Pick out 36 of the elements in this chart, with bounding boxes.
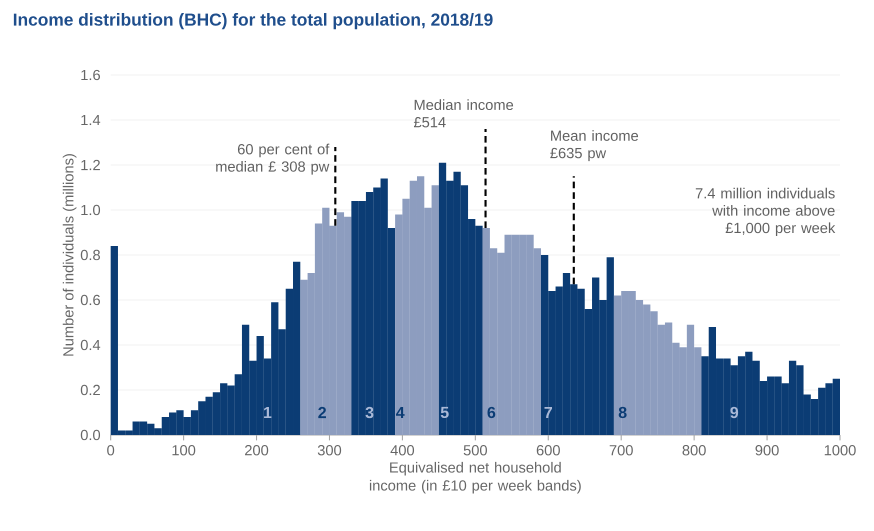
y-tick-label: 0.2: [80, 384, 100, 396]
x-tick-label: 500: [464, 445, 487, 456]
ref-line-label: Mean income £635 pw: [550, 130, 638, 162]
annotation: 3: [366, 406, 374, 418]
x-tick-label: 900: [756, 445, 779, 456]
x-tick-label: 1000: [824, 445, 856, 456]
annotation: 8: [618, 406, 627, 418]
chart-title: Income distribution (BHC) for the total population, 2018/19: [14, 13, 493, 30]
x-tick-label: 800: [682, 445, 706, 456]
y-tick-label: 1.4: [81, 114, 100, 126]
x-tick-label: 100: [172, 445, 196, 456]
y-tick-label: 0.6: [80, 294, 100, 306]
annotation: 1: [264, 406, 272, 418]
annotation: 5: [440, 406, 449, 418]
x-tick-label: 0: [107, 445, 114, 456]
x-tick-label: 400: [390, 445, 414, 456]
annotation: 7: [544, 406, 552, 418]
x-tick-label: 300: [318, 445, 342, 456]
annotation: 7.4 million individuals with income above £1,000 per week: [696, 188, 836, 236]
x-tick-label: 200: [245, 445, 268, 456]
y-axis-title: Number of individuals (millions): [62, 154, 76, 356]
y-tick-label: 1.2: [81, 160, 100, 170]
x-tick-label: 700: [610, 445, 633, 456]
y-tick-label: 0.4: [80, 340, 100, 350]
y-tick-label: 1.0: [81, 204, 100, 216]
ref-line-label: 60 per cent of median £ 308 pw: [216, 144, 330, 175]
y-tick-label: 1.6: [81, 70, 100, 80]
annotation: 6: [488, 406, 496, 418]
x-tick-label: 600: [536, 445, 560, 456]
annotation: 4: [396, 406, 405, 418]
y-tick-label: 0.8: [80, 250, 100, 260]
y-tick-label: 0.0: [80, 430, 100, 440]
annotation: 9: [730, 406, 738, 418]
ref-line-label: Median income £514: [414, 99, 514, 128]
annotation: 2: [318, 406, 326, 418]
x-axis-title: Equivalised net household income (in £10 per week bands): [370, 462, 581, 494]
